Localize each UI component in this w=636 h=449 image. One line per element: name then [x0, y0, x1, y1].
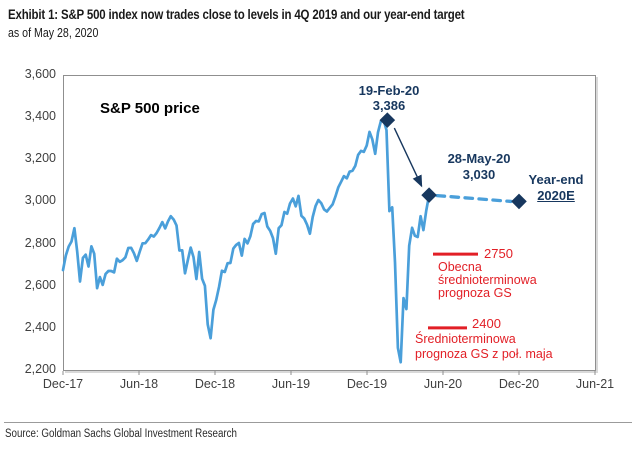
forecast-midmay-label: Średnioterminowa prognoza GS z poł. maja [415, 332, 553, 361]
x-tick-label: Dec-19 [346, 377, 388, 391]
yearend-marker [511, 193, 527, 210]
plot-area [63, 75, 596, 371]
forecast-current-label: Obecna średnioterminowa prognoza GS [438, 260, 537, 300]
y-tick-label: 2,600 [24, 277, 56, 292]
current-annotation-value: 3,030 [462, 167, 496, 182]
y-tick-label: 3,200 [24, 151, 56, 166]
sp500-price-line [61, 118, 431, 364]
y-tick-label: 2,400 [24, 319, 56, 334]
peak-annotation-value: 3,386 [372, 98, 406, 113]
y-tick-label: 3,000 [24, 193, 56, 208]
y-tick-label: 3,400 [24, 109, 56, 124]
yearend-target-label: Year-end [528, 172, 584, 187]
yearend-target-year: 2020E [537, 188, 575, 203]
x-tick-label: Dec-20 [498, 377, 540, 391]
peak-marker [379, 112, 396, 128]
y-tick-label: 2,800 [24, 235, 56, 250]
y-tick-label: 3,600 [24, 67, 56, 81]
exhibit-title: Exhibit 1: S&P 500 index now trades clos… [8, 7, 465, 22]
x-tick-label: Jun-19 [271, 377, 311, 391]
forecast-current-value: 2750 [484, 246, 513, 261]
x-tick-label: Jun-21 [575, 377, 615, 391]
x-tick-label: Jun-20 [423, 377, 463, 391]
peak-annotation-date: 19-Feb-20 [358, 83, 420, 98]
footer-divider [4, 422, 632, 423]
forecast-midmay-value: 2400 [472, 316, 501, 331]
source-attribution: Source: Goldman Sachs Global Investment … [5, 428, 238, 440]
x-tick-label: Jun-18 [119, 377, 159, 391]
y-tick-label: 2,200 [24, 362, 56, 376]
x-tick-label: Dec-17 [42, 377, 84, 391]
x-tick-label: Dec-18 [194, 377, 236, 391]
chart-title: S&P 500 price [100, 100, 200, 117]
current-marker [421, 187, 437, 203]
projection-dashed-line [435, 193, 513, 204]
exhibit-subtitle: as of May 28, 2020 [8, 26, 99, 40]
peak-to-current-arrow [393, 127, 423, 188]
current-annotation-date: 28-May-20 [447, 151, 511, 166]
